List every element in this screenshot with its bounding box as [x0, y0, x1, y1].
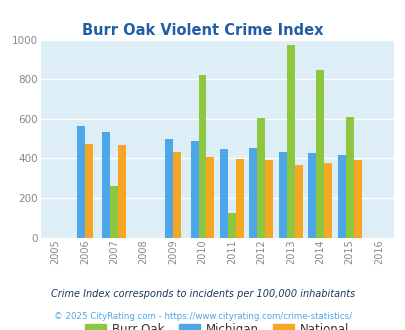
Text: Crime Index corresponds to incidents per 100,000 inhabitants: Crime Index corresponds to incidents per… — [51, 289, 354, 299]
Legend: Burr Oak, Michigan, National: Burr Oak, Michigan, National — [80, 319, 354, 330]
Bar — [85, 144, 92, 238]
Bar — [353, 160, 361, 238]
Bar — [110, 186, 118, 238]
Bar — [249, 148, 257, 238]
Bar — [315, 70, 324, 238]
Bar — [165, 139, 173, 238]
Bar — [294, 165, 302, 238]
Bar — [235, 159, 243, 238]
Bar — [198, 75, 206, 238]
Bar — [324, 163, 331, 238]
Bar — [118, 145, 126, 238]
Text: Burr Oak Violent Crime Index: Burr Oak Violent Crime Index — [82, 23, 323, 38]
Bar — [278, 152, 286, 238]
Bar — [173, 152, 181, 238]
Bar — [220, 149, 227, 238]
Bar — [345, 117, 353, 238]
Bar — [227, 213, 235, 238]
Bar — [265, 160, 273, 238]
Bar — [102, 132, 110, 238]
Bar — [206, 157, 214, 238]
Text: © 2025 CityRating.com - https://www.cityrating.com/crime-statistics/: © 2025 CityRating.com - https://www.city… — [54, 312, 351, 321]
Bar — [286, 45, 294, 238]
Bar — [190, 141, 198, 238]
Bar — [307, 153, 315, 238]
Bar — [337, 155, 345, 238]
Bar — [77, 126, 85, 238]
Bar — [257, 118, 265, 238]
